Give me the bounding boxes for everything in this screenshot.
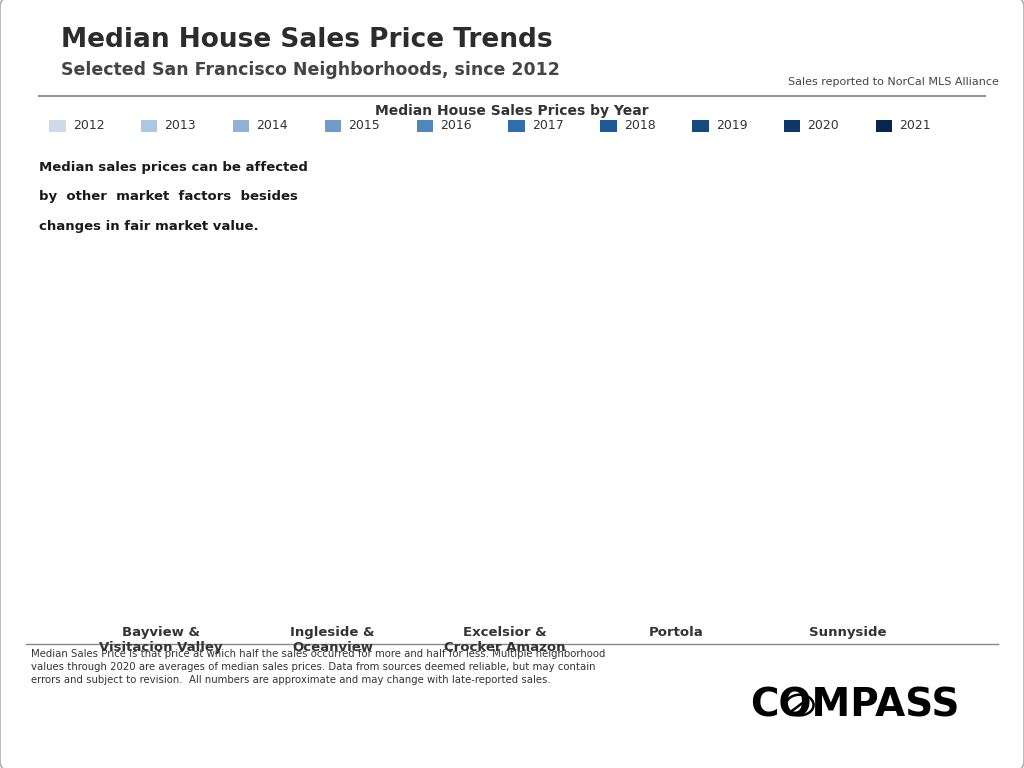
Bar xyxy=(305,428,318,679)
Bar xyxy=(890,228,904,679)
Bar xyxy=(792,421,805,679)
Bar xyxy=(505,372,518,679)
Bar xyxy=(161,413,175,679)
Text: Excelsior &
Crocker Amazon: Excelsior & Crocker Amazon xyxy=(443,626,565,654)
FancyBboxPatch shape xyxy=(417,120,433,132)
Text: $598,250: $598,250 xyxy=(281,584,286,611)
Text: $1,250,000: $1,250,000 xyxy=(852,579,857,611)
Bar xyxy=(361,348,375,679)
Bar xyxy=(663,392,676,679)
Text: Sales reported to NorCal MLS Alliance: Sales reported to NorCal MLS Alliance xyxy=(787,77,998,87)
Text: $1,400,000: $1,400,000 xyxy=(894,579,899,611)
Bar xyxy=(634,445,647,679)
Bar xyxy=(375,332,389,679)
Text: Bayview &
Visitacion Valley: Bayview & Visitacion Valley xyxy=(99,626,222,654)
Text: $387,000: $387,000 xyxy=(95,584,100,611)
Bar xyxy=(262,523,276,679)
Bar xyxy=(806,401,819,679)
Text: $1,163,925: $1,163,925 xyxy=(551,579,556,611)
FancyBboxPatch shape xyxy=(49,120,66,132)
Bar xyxy=(389,280,402,679)
Text: 2019: 2019 xyxy=(716,120,748,132)
Text: $1,112,500: $1,112,500 xyxy=(537,579,542,611)
Bar xyxy=(877,276,890,679)
Bar xyxy=(204,385,217,679)
Text: $696,250: $696,250 xyxy=(137,584,142,611)
Text: $1,136,000: $1,136,000 xyxy=(839,579,843,611)
Bar xyxy=(620,462,634,679)
Text: $726,500: $726,500 xyxy=(638,584,643,611)
Text: $810,888: $810,888 xyxy=(652,584,657,611)
Bar xyxy=(434,517,447,679)
Text: $1,200,000: $1,200,000 xyxy=(709,579,714,611)
Text: $1,460,000: $1,460,000 xyxy=(908,579,913,611)
Text: 2015: 2015 xyxy=(348,120,380,132)
Text: $1,077,500: $1,077,500 xyxy=(380,579,384,611)
Bar xyxy=(91,554,104,679)
Bar xyxy=(119,478,132,679)
Text: 2020: 2020 xyxy=(808,120,840,132)
Text: $1,238,000: $1,238,000 xyxy=(393,579,398,611)
FancyBboxPatch shape xyxy=(508,120,524,132)
Bar xyxy=(777,475,792,679)
Text: $953,500: $953,500 xyxy=(509,584,514,611)
Text: Median sales prices can be affected: Median sales prices can be affected xyxy=(39,161,308,174)
Bar xyxy=(104,513,119,679)
Text: 2018: 2018 xyxy=(624,120,655,132)
Bar xyxy=(217,356,231,679)
Text: Median House Sales Prices by Year: Median House Sales Prices by Year xyxy=(375,104,649,118)
Text: 2021: 2021 xyxy=(899,120,931,132)
Text: $1,309,500: $1,309,500 xyxy=(737,579,741,611)
Bar xyxy=(648,418,662,679)
Bar xyxy=(732,257,746,679)
Bar xyxy=(318,414,333,679)
Bar xyxy=(904,209,918,679)
Text: 2013: 2013 xyxy=(165,120,197,132)
Bar xyxy=(848,276,861,679)
Text: $959,750: $959,750 xyxy=(194,584,199,611)
Bar xyxy=(561,276,574,679)
Bar xyxy=(547,304,560,679)
Text: 2016: 2016 xyxy=(440,120,472,132)
Bar xyxy=(449,482,462,679)
Bar xyxy=(291,468,304,679)
Text: $483,750: $483,750 xyxy=(267,584,271,611)
Bar xyxy=(518,322,532,679)
Text: $800,000: $800,000 xyxy=(796,584,801,611)
FancyBboxPatch shape xyxy=(876,120,892,132)
Bar xyxy=(834,313,848,679)
Text: $612,000: $612,000 xyxy=(453,584,458,611)
Text: $890,000: $890,000 xyxy=(667,584,672,611)
Text: $503,000: $503,000 xyxy=(438,584,443,611)
Bar xyxy=(476,412,490,679)
Text: by  other  market  factors  besides: by other market factors besides xyxy=(39,190,298,204)
Text: $513,750: $513,750 xyxy=(110,584,115,611)
Bar xyxy=(820,316,834,679)
FancyBboxPatch shape xyxy=(141,120,158,132)
FancyBboxPatch shape xyxy=(325,120,341,132)
Text: $653,619: $653,619 xyxy=(295,584,300,611)
Text: $1,250,000: $1,250,000 xyxy=(565,579,570,611)
Bar xyxy=(175,392,188,679)
Bar xyxy=(462,447,476,679)
Text: Sunnyside: Sunnyside xyxy=(809,626,887,639)
Text: Selected San Francisco Neighborhoods, since 2012: Selected San Francisco Neighborhoods, si… xyxy=(61,61,560,79)
Text: $1,036,894: $1,036,894 xyxy=(351,579,356,611)
Text: $922,500: $922,500 xyxy=(337,584,342,611)
Text: $750,000: $750,000 xyxy=(152,584,157,611)
Text: $1,375,000: $1,375,000 xyxy=(866,579,871,611)
Bar xyxy=(133,455,146,679)
Text: $1,250,000: $1,250,000 xyxy=(694,579,699,611)
FancyBboxPatch shape xyxy=(784,120,801,132)
Bar xyxy=(333,382,346,679)
Bar xyxy=(276,486,290,679)
Text: Ingleside &
Oceanview: Ingleside & Oceanview xyxy=(291,626,375,654)
Bar xyxy=(147,437,161,679)
Text: $1,125,000: $1,125,000 xyxy=(824,579,829,611)
Text: $1,198,000: $1,198,000 xyxy=(723,579,728,611)
Text: $865,000: $865,000 xyxy=(495,584,500,611)
Text: $550,000: $550,000 xyxy=(610,584,615,611)
Text: 2014: 2014 xyxy=(256,120,288,132)
Text: $822,500: $822,500 xyxy=(324,584,328,611)
